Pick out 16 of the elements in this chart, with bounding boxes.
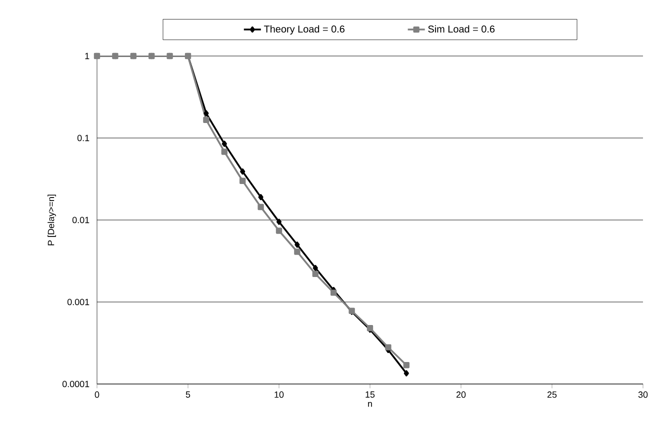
x-tick-label: 15	[366, 391, 375, 398]
x-tick-label: 0	[94, 391, 100, 398]
x-tick-label: 25	[547, 391, 557, 398]
y-tick-label: 0.0001	[62, 380, 90, 388]
y-tick-label: 0.001	[67, 298, 90, 306]
x-tick-label: 30	[638, 391, 648, 398]
y-axis-title: P [Delay>=n]	[48, 194, 56, 246]
legend-label: Theory Load = 0.6	[264, 25, 344, 35]
y-tick-label: 1	[85, 52, 90, 60]
x-tick-label: 10	[274, 391, 284, 398]
y-tick-label: 0.01	[72, 216, 90, 224]
x-axis-title: n	[368, 402, 372, 407]
x-tick-label: 5	[186, 391, 190, 398]
y-tick-label: 0.1	[77, 134, 90, 142]
x-tick-label: 20	[456, 391, 466, 398]
legend-label: Sim Load = 0.6	[428, 25, 495, 33]
